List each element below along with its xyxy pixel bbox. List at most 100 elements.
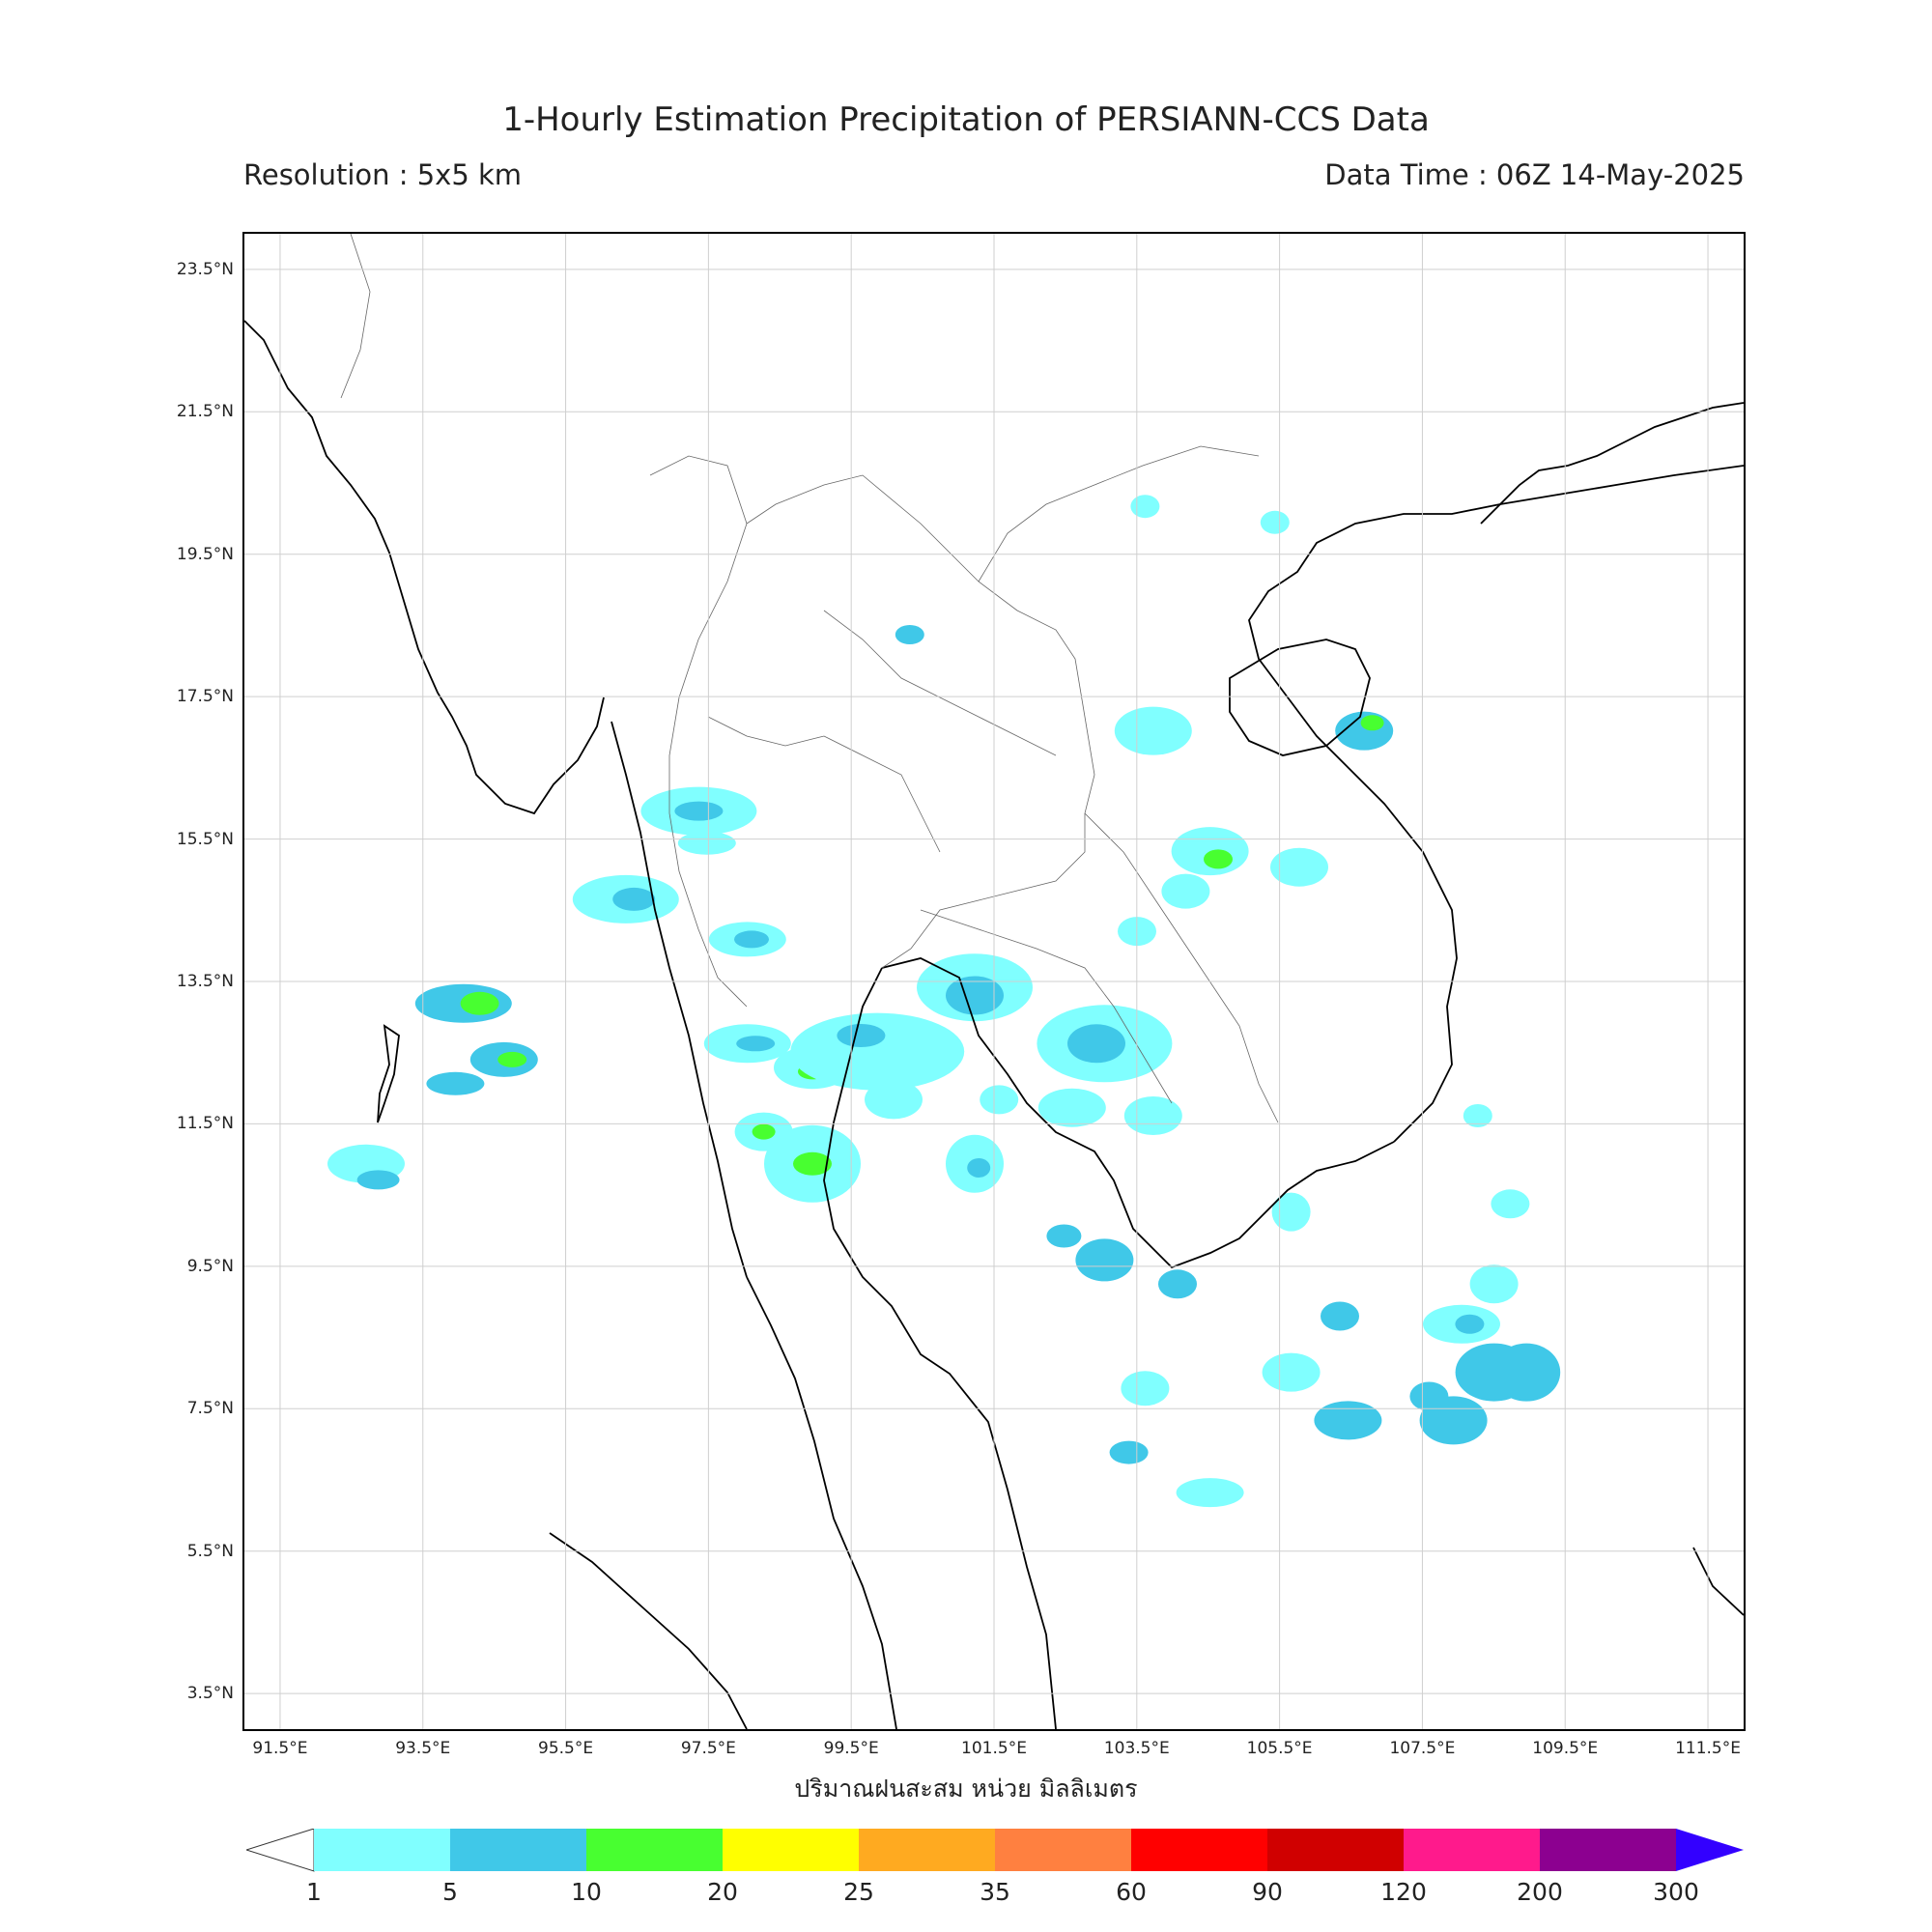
rain-cell xyxy=(1109,1440,1149,1464)
colorbar-level-label: 200 xyxy=(1517,1878,1563,1906)
lon-tick-label: 99.5°E xyxy=(823,1739,879,1758)
colorbar-segment xyxy=(995,1829,1131,1871)
lat-tick-label: 5.5°N xyxy=(186,1541,234,1561)
colorbar-level-label: 35 xyxy=(980,1878,1010,1906)
rain-cell xyxy=(734,930,769,949)
coastline-andaman xyxy=(377,1024,400,1123)
rain-cell xyxy=(1046,1224,1082,1248)
rain-cell xyxy=(1314,1401,1382,1440)
lat-tick-label: 17.5°N xyxy=(176,687,234,707)
coastline-borneo xyxy=(1692,1547,1744,1616)
rain-cell xyxy=(1158,1269,1197,1299)
rain-cell xyxy=(1161,873,1210,909)
rain-cell xyxy=(1121,1371,1170,1406)
colorbar-segment xyxy=(859,1829,995,1871)
colorbar-segment xyxy=(1404,1829,1540,1871)
rain-cell xyxy=(1469,1264,1519,1304)
rain-cell xyxy=(1463,1104,1492,1127)
lat-tick-label: 9.5°N xyxy=(186,1256,234,1276)
colorbar xyxy=(246,1829,1744,1872)
rain-field xyxy=(327,495,1561,1508)
rain-cell xyxy=(793,1151,832,1176)
rain-cell xyxy=(790,1012,965,1091)
coastline-sumatra xyxy=(549,1532,748,1729)
rain-cell xyxy=(677,831,736,855)
data-time-label: Data Time : 06Z 14-May-2025 xyxy=(1324,158,1745,191)
rain-cell xyxy=(426,1071,485,1095)
colorbar-under-arrow xyxy=(246,1829,315,1872)
rain-cell xyxy=(946,976,1004,1015)
rain-cell xyxy=(1067,1024,1125,1064)
colorbar-segment xyxy=(723,1829,859,1871)
lon-tick-label: 111.5°E xyxy=(1675,1739,1741,1758)
rain-cell xyxy=(865,1080,923,1120)
colorbar-segment xyxy=(450,1829,586,1871)
coastline-china xyxy=(1480,402,1744,525)
lon-tick-label: 103.5°E xyxy=(1103,1739,1170,1758)
coastline-tanintharyi xyxy=(611,721,748,1278)
resolution-label: Resolution : 5x5 km xyxy=(243,158,523,191)
coastline-gulf-east xyxy=(881,957,1395,1269)
lat-tick-label: 7.5°N xyxy=(186,1399,234,1419)
coastline xyxy=(244,320,1744,1729)
rain-cell xyxy=(460,991,499,1015)
colorbar-over-arrow xyxy=(1676,1829,1744,1871)
colorbar-level-label: 120 xyxy=(1380,1878,1427,1906)
rain-cell xyxy=(674,801,724,821)
precipitation-map xyxy=(242,232,1746,1731)
rain-cell xyxy=(736,1036,776,1052)
rain-cell xyxy=(612,887,656,911)
coastline-vietnam xyxy=(1248,465,1744,1143)
rain-cell xyxy=(1037,1088,1106,1127)
coastline-gulf-west xyxy=(823,967,1057,1729)
rain-cell xyxy=(1204,849,1233,869)
rain-cell xyxy=(967,1157,991,1178)
lon-tick-label: 97.5°E xyxy=(680,1739,736,1758)
lat-tick-label: 23.5°N xyxy=(176,259,234,279)
lon-tick-label: 93.5°E xyxy=(395,1739,451,1758)
lon-tick-label: 105.5°E xyxy=(1246,1739,1313,1758)
rain-cell xyxy=(895,625,924,644)
chart-title: 1-Hourly Estimation Precipitation of PER… xyxy=(502,100,1430,139)
colorbar-level-label: 20 xyxy=(707,1878,738,1906)
lat-tick-label: 19.5°N xyxy=(176,544,234,564)
colorbar-level-label: 60 xyxy=(1116,1878,1147,1906)
rain-cell xyxy=(1455,1314,1485,1334)
coastline-myanmar xyxy=(244,320,605,815)
map-canvas xyxy=(244,234,1744,1729)
lat-tick-label: 13.5°N xyxy=(176,972,234,991)
rain-cell xyxy=(1271,1192,1311,1232)
rain-cell xyxy=(1409,1381,1449,1411)
colorbar-segment xyxy=(1131,1829,1267,1871)
rain-cell xyxy=(497,1051,527,1067)
lon-tick-label: 95.5°E xyxy=(538,1739,594,1758)
rain-cell xyxy=(1260,510,1290,534)
coastline-malay-west xyxy=(746,1276,897,1729)
rain-cell xyxy=(1360,715,1384,731)
colorbar-segment xyxy=(1267,1829,1404,1871)
colorbar-segment xyxy=(586,1829,723,1871)
rain-cell xyxy=(1176,1478,1244,1508)
lat-tick-label: 21.5°N xyxy=(176,402,234,422)
lon-tick-label: 91.5°E xyxy=(252,1739,308,1758)
rain-cell xyxy=(1321,1301,1359,1331)
rain-cell xyxy=(1491,1189,1530,1219)
lon-tick-label: 101.5°E xyxy=(961,1739,1027,1758)
lon-tick-label: 109.5°E xyxy=(1532,1739,1599,1758)
colorbar-level-label: 25 xyxy=(843,1878,874,1906)
rain-cell xyxy=(837,1024,886,1047)
rain-cell xyxy=(980,1085,1019,1115)
rain-cell xyxy=(1123,1096,1182,1135)
map-grid xyxy=(244,234,1744,1729)
lon-tick-label: 107.5°E xyxy=(1389,1739,1456,1758)
rain-cell xyxy=(1114,706,1192,755)
colorbar-segment xyxy=(1540,1829,1676,1871)
rain-cell xyxy=(356,1170,400,1190)
rain-cell xyxy=(1492,1343,1561,1402)
colorbar-level-label: 5 xyxy=(442,1878,458,1906)
colorbar-segment xyxy=(314,1829,450,1871)
colorbar-level-label: 1 xyxy=(306,1878,322,1906)
lat-tick-label: 15.5°N xyxy=(176,829,234,849)
colorbar-level-label: 90 xyxy=(1252,1878,1283,1906)
rain-cell xyxy=(1270,847,1328,887)
